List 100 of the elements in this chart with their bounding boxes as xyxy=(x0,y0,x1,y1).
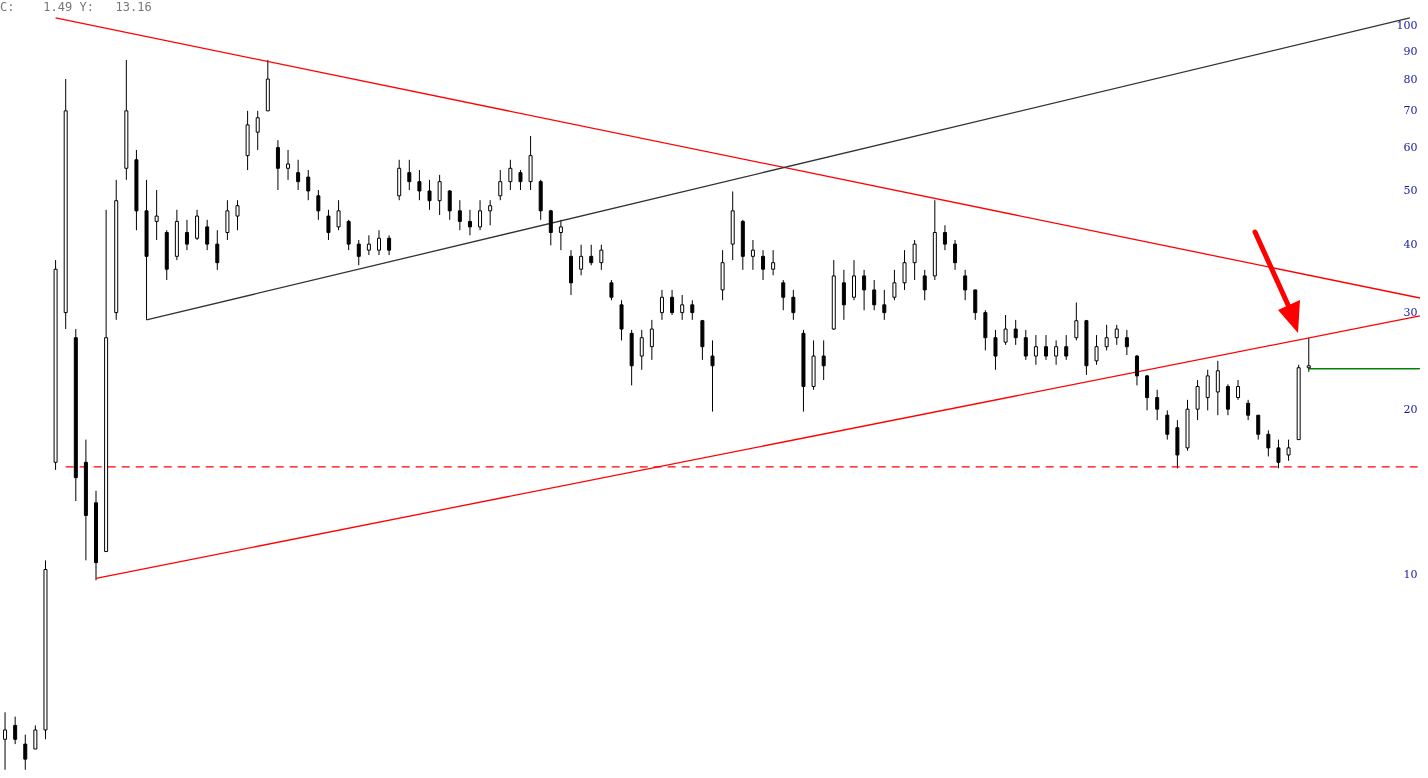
candlestick xyxy=(306,169,311,201)
candlestick xyxy=(3,711,8,771)
y-tick-label: 10 xyxy=(1403,567,1418,581)
candlestick xyxy=(296,159,301,191)
candlestick xyxy=(963,269,968,301)
candlestick xyxy=(275,139,280,191)
candlestick xyxy=(1114,324,1119,346)
candlestick xyxy=(750,239,755,271)
candlestick xyxy=(710,339,715,413)
candlestick xyxy=(680,294,685,321)
candlestick xyxy=(892,269,897,301)
candlestick xyxy=(1155,389,1160,421)
candlestick xyxy=(225,199,230,241)
candlestick xyxy=(407,159,412,191)
candlestick xyxy=(862,269,867,311)
candlestick xyxy=(1033,334,1038,366)
candlestick xyxy=(1286,439,1291,462)
candlestick xyxy=(609,279,614,301)
candlestick xyxy=(437,174,442,216)
candlestick xyxy=(639,329,644,371)
candlestick xyxy=(942,224,947,251)
candlestick xyxy=(1094,334,1099,366)
candlestick xyxy=(902,249,907,291)
y-tick-label: 80 xyxy=(1403,72,1418,86)
candlestick xyxy=(467,209,472,236)
y-tick-label: 100 xyxy=(1396,19,1418,33)
candlestick xyxy=(993,329,998,371)
y-tick-label: 30 xyxy=(1403,306,1418,320)
candlestick xyxy=(649,319,654,361)
candlestick xyxy=(376,229,381,256)
candlestick xyxy=(953,239,958,271)
candlestick xyxy=(1266,429,1271,457)
y-tick-label: 70 xyxy=(1403,104,1418,118)
candlestick xyxy=(33,724,38,750)
candlestick xyxy=(195,209,200,241)
candlestick xyxy=(589,244,594,266)
candlestick xyxy=(882,289,887,321)
candlestick xyxy=(1104,324,1109,351)
candlestick xyxy=(23,734,28,771)
candlestick xyxy=(366,234,371,256)
candlestick xyxy=(579,244,584,276)
candlestick xyxy=(154,189,159,241)
annotation: C: 1.49 Y: 13.16 xyxy=(0,0,152,14)
candlestick xyxy=(1134,354,1139,386)
candlestick xyxy=(447,189,452,221)
candlestick xyxy=(821,339,826,381)
candlestick xyxy=(255,110,260,151)
candlestick xyxy=(1165,409,1170,441)
candlestick xyxy=(1306,337,1311,373)
candlestick xyxy=(457,199,462,231)
candlestick xyxy=(973,289,978,321)
candlestick xyxy=(1225,383,1230,416)
y-tick-label: 60 xyxy=(1403,141,1418,155)
candlestick xyxy=(427,179,432,211)
candlestick xyxy=(851,259,856,301)
candlestick xyxy=(1023,329,1028,361)
y-tick-label: 90 xyxy=(1403,44,1418,58)
y-tick-label: 50 xyxy=(1403,184,1418,198)
candlestick xyxy=(387,234,392,256)
candlestick xyxy=(235,199,240,231)
candlestick xyxy=(558,219,563,251)
y-tick-label: 20 xyxy=(1403,402,1418,416)
candlestick xyxy=(599,244,604,271)
candlestick xyxy=(781,279,786,311)
candlestick xyxy=(872,279,877,311)
candlestick xyxy=(205,219,210,251)
candlestick xyxy=(316,189,321,221)
candlestick xyxy=(215,229,220,271)
candlestick xyxy=(1044,334,1049,361)
candlestick xyxy=(922,269,927,301)
candlestick xyxy=(841,269,846,321)
candlestick xyxy=(1195,379,1200,421)
candlestick xyxy=(488,199,493,226)
candlestick xyxy=(761,249,766,281)
candlestick xyxy=(1064,334,1069,361)
candlestick xyxy=(336,199,341,231)
candlestick xyxy=(670,289,675,316)
candlestick xyxy=(13,716,18,745)
candlestick xyxy=(1276,439,1281,469)
candlestick xyxy=(1145,374,1150,411)
candlestick xyxy=(1054,339,1059,366)
candlestick xyxy=(771,249,776,276)
candlestick xyxy=(286,149,291,181)
candlestick xyxy=(326,209,331,241)
candlestick xyxy=(659,289,664,321)
candlestick xyxy=(1003,314,1008,346)
candlestick xyxy=(1124,329,1129,356)
candlestick xyxy=(912,239,917,281)
candlestick xyxy=(498,169,503,201)
candlestick xyxy=(508,159,513,191)
candlestick xyxy=(1246,399,1251,421)
candlestick xyxy=(1236,379,1241,401)
candlestick xyxy=(184,219,189,251)
candlestick xyxy=(1215,360,1220,416)
candlestick xyxy=(356,239,361,266)
candlestick xyxy=(417,169,422,201)
candlestick xyxy=(1256,414,1261,441)
y-tick-label: 40 xyxy=(1403,237,1418,251)
candlestick xyxy=(346,219,351,251)
candlestick xyxy=(690,299,695,321)
